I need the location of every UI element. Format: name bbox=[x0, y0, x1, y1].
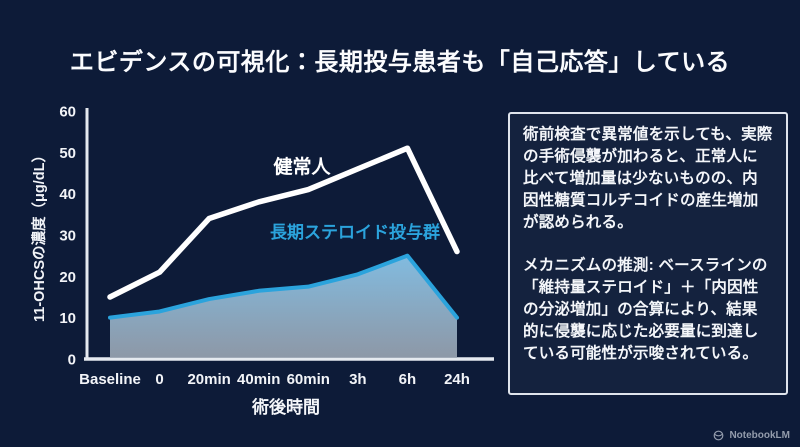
info-paragraph-1: 術前検査で異常値を示しても、実際の手術侵襲が加わると、正常人に比べて増加量は少な… bbox=[523, 126, 773, 231]
x-tick-label: 3h bbox=[349, 371, 367, 388]
notebooklm-label: NotebookLM bbox=[729, 430, 790, 441]
y-tick-label: 50 bbox=[59, 145, 76, 162]
x-axis-title: 術後時間 bbox=[251, 397, 320, 417]
info-box: 術前検査で異常値を示しても、実際の手術侵襲が加わると、正常人に比べて増加量は少な… bbox=[508, 112, 788, 395]
notebooklm-attribution: NotebookLM bbox=[713, 430, 790, 441]
series-area-1 bbox=[110, 255, 457, 358]
y-tick-label: 0 bbox=[68, 352, 76, 369]
y-tick-label: 20 bbox=[59, 269, 76, 286]
series-label-1: 長期ステロイド投与群 bbox=[270, 222, 440, 242]
series-line-1 bbox=[108, 253, 459, 320]
series-line-0 bbox=[107, 145, 460, 300]
y-tick-label: 30 bbox=[59, 228, 76, 245]
slide-title: エビデンスの可視化：長期投与患者も「自己応答」している bbox=[69, 49, 731, 76]
x-tick-label: 24h bbox=[444, 371, 470, 388]
x-tick-label: 0 bbox=[155, 371, 163, 388]
chart: 0 10 20 30 40 50 60 Baseline 0 20min 40min 60min 3h 6… bbox=[30, 100, 505, 435]
y-tick-label: 10 bbox=[59, 310, 76, 327]
x-tick-label: Baseline bbox=[79, 371, 141, 388]
x-tick-label: 40min bbox=[237, 371, 280, 388]
info-paragraph-2: メカニズムの推測: ベースラインの「維持量ステロイド」＋「内因性の分泌増加」の合… bbox=[523, 257, 768, 362]
x-tick-label: 60min bbox=[287, 371, 330, 388]
y-tick-label: 40 bbox=[59, 186, 76, 203]
series-label-0: 健常人 bbox=[272, 155, 331, 178]
y-axis-title: 11-OHCSの濃度（μg/dL） bbox=[30, 148, 48, 322]
x-tick-label: 20min bbox=[187, 371, 230, 388]
y-tick-label: 60 bbox=[59, 104, 76, 121]
x-tick-label: 6h bbox=[399, 371, 417, 388]
notebooklm-icon bbox=[713, 430, 724, 441]
